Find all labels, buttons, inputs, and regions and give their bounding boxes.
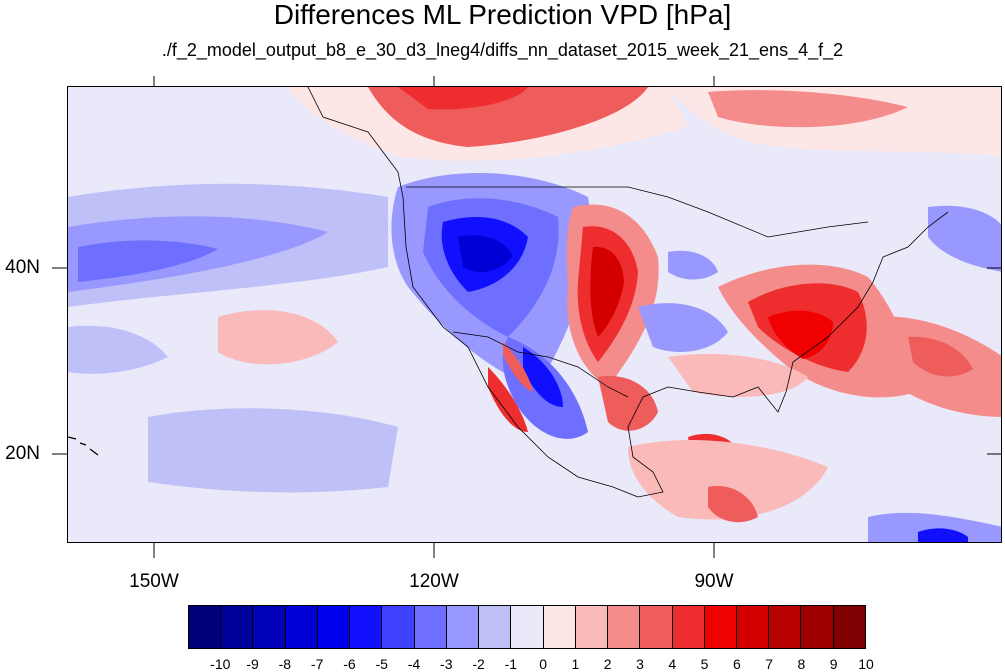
colorbar-label: -4: [407, 656, 421, 672]
colorbar: [188, 605, 866, 649]
field-blue-southeast-core: [918, 528, 968, 542]
colorbar-label: 2: [603, 656, 612, 672]
field-blue-east-atlantic: [928, 205, 1001, 272]
colorbar-box: [350, 606, 383, 648]
colorbar-box: [575, 606, 609, 648]
field-pink-gulf: [668, 353, 808, 397]
figure-subtitle: ./f_2_model_output_b8_e_30_d3_lneg4/diff…: [161, 40, 844, 60]
colorbar-label: 5: [700, 656, 709, 672]
colorbar-labels: -10 -9 -8 -7 -6 -5 -4 -3 -2 -1 0 1 2 3 4 5 6 7 8 9 10: [188, 656, 874, 672]
colorbar-label: 7: [765, 656, 774, 672]
field-red-atlantic-core: [908, 336, 973, 377]
field-red-baja-2: [503, 342, 533, 392]
colorbar-label: 10: [858, 656, 874, 672]
colorbar-label: 9: [829, 656, 838, 672]
field-red-southeast-core: [768, 310, 833, 359]
lon-label-150w: 150W: [129, 571, 179, 592]
colorbar-box: [253, 606, 286, 648]
colorbar-label: -2: [472, 656, 485, 672]
colorbar-label: 8: [797, 656, 806, 672]
field-red-north-core: [398, 87, 528, 110]
colorbar-box: [608, 606, 641, 648]
colorbar-box: [511, 606, 544, 648]
lon-label-90w: 90W: [694, 571, 734, 592]
field-blue-band-core: [78, 240, 218, 282]
colorbar-box: [221, 606, 254, 648]
field-light-blue-sw: [68, 325, 168, 374]
colorbar-box: [833, 606, 865, 648]
colorbar-box: [285, 606, 318, 648]
map-panel: [67, 86, 1002, 543]
lon-label-120w: 120W: [409, 571, 459, 592]
field-red-north-east-core: [708, 90, 908, 128]
colorbar-label: -7: [310, 656, 324, 672]
colorbar-label: -8: [278, 656, 292, 672]
colorbar-label: 4: [668, 656, 677, 672]
colorbar-box: [446, 606, 480, 648]
field-red-central-america: [708, 486, 758, 523]
field-blue-midwest: [638, 303, 728, 352]
lat-label-40n: 40N: [5, 257, 40, 278]
colorbar-box: [640, 606, 673, 648]
field-blue-mexico-core: [523, 347, 563, 407]
border-us-mexico: [452, 331, 629, 398]
colorbar-label: -6: [343, 656, 356, 672]
colorbar-box: [382, 606, 415, 648]
colorbar-label: -3: [440, 656, 453, 672]
lat-label-20n: 20N: [5, 443, 40, 464]
field-pink-caribbean: [628, 439, 828, 520]
colorbar-label: 6: [732, 656, 741, 672]
colorbar-label: -9: [246, 656, 259, 672]
colorbar-box: [769, 606, 802, 648]
colorbar-box: [189, 606, 222, 648]
coastline-north-america: [307, 87, 949, 498]
border-us-canada: [406, 186, 869, 238]
colorbar-box: [704, 606, 737, 648]
field-pink-pacific: [218, 310, 338, 365]
field-blue-midwest-2: [668, 250, 718, 280]
figure-title: Differences ML Prediction VPD [hPa]: [273, 0, 732, 30]
colorbar-label: 1: [571, 656, 580, 672]
colorbar-box: [543, 606, 576, 648]
map-ticks: [52, 76, 1002, 558]
hawaii-islands: [68, 436, 99, 456]
field-blue-southeast-corner: [868, 512, 1001, 542]
colorbar-box: [479, 606, 512, 648]
colorbar-box: [801, 606, 834, 648]
field-blue-west-deep: [458, 235, 513, 273]
colorbar-box: [414, 606, 447, 648]
field-light-blue-south: [148, 408, 398, 493]
colorbar-label: 3: [636, 656, 644, 672]
colorbar-box: [736, 606, 770, 648]
colorbar-label: -10: [210, 656, 231, 672]
field-red-central-core: [590, 246, 624, 337]
map-canvas: [68, 87, 1001, 542]
field-red-baja: [488, 367, 528, 432]
colorbar-box: [672, 606, 705, 648]
colorbar-label: -1: [504, 656, 518, 672]
colorbar-box: [317, 606, 351, 648]
colorbar-label: -5: [375, 656, 388, 672]
colorbar-label: 0: [539, 656, 548, 672]
